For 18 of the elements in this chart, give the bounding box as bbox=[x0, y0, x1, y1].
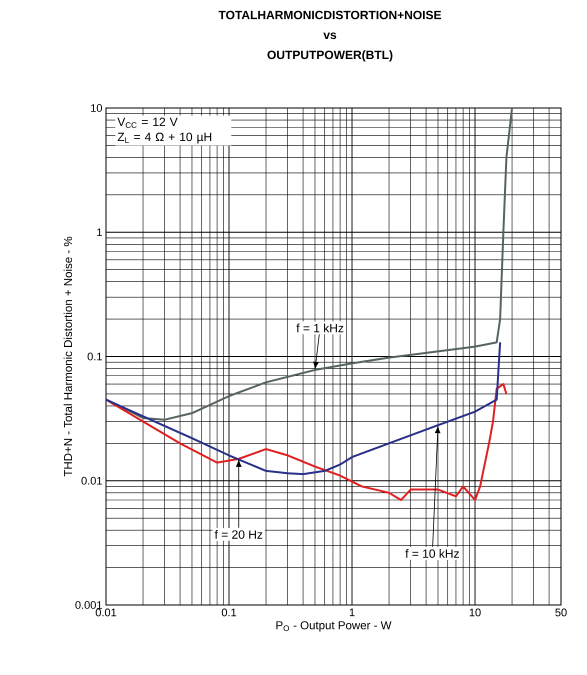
y-tick-label: 0.01 bbox=[81, 476, 102, 485]
y-tick-label: 0.001 bbox=[75, 601, 102, 609]
x-tick-label: 10 bbox=[470, 608, 481, 616]
x-axis-title: P$_{O}$ - Output Power - W bbox=[276, 621, 392, 632]
y-axis-title: THD+N - Total Harmonic Distortion + Noise - % bbox=[64, 236, 72, 476]
x-tick-label: 1 bbox=[350, 608, 355, 616]
text: f = 10 kHz bbox=[405, 549, 459, 558]
y-tick-label: 10 bbox=[91, 104, 102, 112]
y-tick-label: 0.1 bbox=[88, 352, 102, 360]
chart-subtitle: vs OUTPUTPOWER(BTL) bbox=[267, 32, 392, 62]
chart-title: TOTALHARMONICDISTORTION+NOISE bbox=[218, 10, 442, 20]
y-tick-label: 1 bbox=[97, 228, 102, 236]
annotation: V$_{CC}$ = 12 V bbox=[117, 118, 178, 128]
text: f = 1 kHz bbox=[296, 324, 344, 332]
text: f = 20 Hz bbox=[214, 530, 262, 539]
annotation: Z$_{L}$ = 4 Ω + 10 µH bbox=[118, 132, 212, 144]
x-tick-label: 0.1 bbox=[222, 608, 236, 616]
x-tick-label: 50 bbox=[555, 608, 567, 616]
